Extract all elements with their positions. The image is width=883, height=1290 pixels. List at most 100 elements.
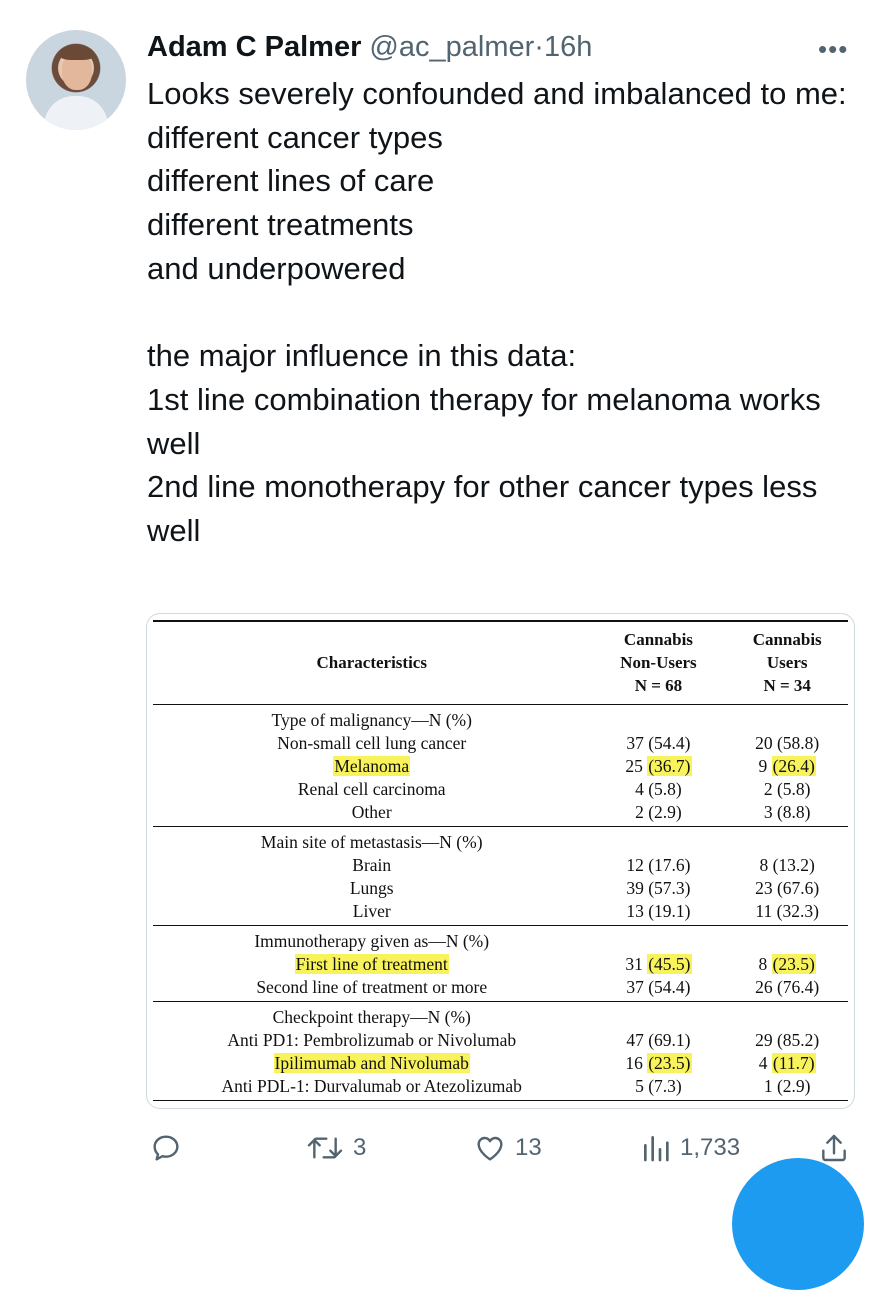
table-row: Non-small cell lung cancer 37 (54.4) 20 …	[153, 732, 848, 755]
table-row: Renal cell carcinoma 4 (5.8) 2 (5.8)	[153, 778, 848, 801]
retweet-icon	[307, 1137, 343, 1159]
users-value: 11 (32.3)	[755, 901, 819, 921]
row-label: First line of treatment	[153, 953, 590, 976]
header-users-line2: Users	[766, 653, 808, 672]
users-value: 8 (23.5)	[726, 953, 848, 976]
highlighted-percent: (26.4)	[771, 756, 816, 776]
row-label: Brain	[352, 855, 392, 875]
header-separator: ·	[534, 31, 544, 63]
row-label: Non-small cell lung cancer	[277, 733, 467, 753]
table-row: Ipilimumab and Nivolumab 16 (23.5) 4 (11…	[153, 1052, 848, 1075]
users-value: 20 (58.8)	[755, 733, 820, 753]
non-users-value: 13 (19.1)	[626, 901, 691, 921]
non-users-value: 37 (54.4)	[626, 977, 691, 997]
header-non-users-line1: Cannabis	[623, 630, 693, 649]
highlighted-percent: (36.7)	[647, 756, 692, 776]
view-count: 1,733	[680, 1134, 741, 1161]
count: 25	[625, 756, 643, 776]
count: 8	[758, 954, 768, 974]
avatar-hair	[60, 46, 94, 60]
tweet-actions-bar: 3 13 1,733	[0, 1128, 883, 1168]
row-label: Melanoma	[153, 755, 590, 778]
retweet-count: 3	[353, 1134, 367, 1161]
section-malignancy: Type of malignancy—N (%) Non-small cell …	[153, 705, 848, 827]
row-label: Anti PD1: Pembrolizumab or Nivolumab	[227, 1030, 517, 1050]
highlighted-percent: (45.5)	[647, 954, 692, 974]
table-header-row: Characteristics Cannabis Non-Users N = 6…	[153, 621, 848, 705]
highlighted-percent: (23.5)	[647, 1053, 692, 1073]
like-button[interactable]: 13	[473, 1128, 542, 1168]
author-handle[interactable]: @ac_palmer	[369, 31, 535, 63]
users-value: 9 (26.4)	[726, 755, 848, 778]
header-non-users-line2: Non-Users	[620, 653, 697, 672]
section-title: Main site of metastasis—N (%)	[260, 832, 483, 852]
table-row: Other 2 (2.9) 3 (8.8)	[153, 801, 848, 827]
count: 4	[758, 1053, 768, 1073]
reply-button[interactable]	[150, 1128, 182, 1168]
table-row: Anti PD1: Pembrolizumab or Nivolumab 47 …	[153, 1029, 848, 1052]
section-title-row: Main site of metastasis—N (%)	[153, 827, 848, 855]
users-value: 29 (85.2)	[755, 1030, 820, 1050]
non-users-value: 16 (23.5)	[590, 1052, 726, 1075]
more-options-icon[interactable]: •••	[818, 34, 849, 64]
author-name[interactable]: Adam C Palmer	[147, 31, 362, 63]
reply-icon	[153, 1135, 179, 1161]
count: 9	[758, 756, 768, 776]
row-label: Anti PDL-1: Durvalumab or Atezolizumab	[221, 1076, 522, 1096]
highlighted-label: Melanoma	[333, 756, 411, 776]
non-users-value: 31 (45.5)	[590, 953, 726, 976]
row-label: Renal cell carcinoma	[297, 779, 446, 799]
non-users-value: 25 (36.7)	[590, 755, 726, 778]
tweet-header: Adam C Palmer @ac_palmer·16h	[147, 30, 592, 64]
header-non-users: Cannabis Non-Users N = 68	[590, 621, 726, 705]
users-value: 3 (8.8)	[763, 802, 811, 822]
views-button[interactable]: 1,733	[640, 1128, 740, 1168]
header-users-line3: N = 34	[763, 676, 811, 695]
row-label: Ipilimumab and Nivolumab	[153, 1052, 590, 1075]
table-row: Second line of treatment or more 37 (54.…	[153, 976, 848, 1002]
users-value: 4 (11.7)	[726, 1052, 848, 1075]
compose-fab[interactable]	[732, 1158, 864, 1290]
row-label: Second line of treatment or more	[256, 977, 488, 997]
attached-image[interactable]: Characteristics Cannabis Non-Users N = 6…	[146, 613, 855, 1109]
highlighted-label: Ipilimumab and Nivolumab	[273, 1053, 470, 1073]
section-title-row: Immunotherapy given as—N (%)	[153, 926, 848, 954]
author-avatar[interactable]	[26, 30, 126, 130]
count: 31	[625, 954, 643, 974]
row-label: Other	[351, 802, 392, 822]
section-title: Type of malignancy—N (%)	[271, 710, 472, 730]
count: 16	[625, 1053, 643, 1073]
non-users-value: 12 (17.6)	[626, 855, 691, 875]
non-users-value: 2 (2.9)	[635, 802, 682, 822]
non-users-value: 47 (69.1)	[626, 1030, 691, 1050]
tweet-text: Looks severely confounded and imbalanced…	[147, 76, 847, 549]
highlighted-label: First line of treatment	[294, 954, 449, 974]
non-users-value: 39 (57.3)	[626, 878, 691, 898]
retweet-button[interactable]: 3	[305, 1128, 366, 1168]
users-value: 1 (2.9)	[763, 1076, 811, 1096]
characteristics-table: Characteristics Cannabis Non-Users N = 6…	[153, 620, 848, 1101]
highlighted-percent: (11.7)	[771, 1053, 816, 1073]
users-value: 23 (67.6)	[755, 878, 820, 898]
share-button[interactable]	[818, 1128, 850, 1168]
header-users: Cannabis Users N = 34	[726, 621, 848, 705]
heart-icon	[477, 1136, 503, 1161]
table-row: Anti PDL-1: Durvalumab or Atezolizumab 5…	[153, 1075, 848, 1101]
header-non-users-line3: N = 68	[634, 676, 683, 695]
highlighted-percent: (23.5)	[771, 954, 816, 974]
table-row: Melanoma 25 (36.7) 9 (26.4)	[153, 755, 848, 778]
users-value: 8 (13.2)	[759, 855, 815, 875]
section-title: Immunotherapy given as—N (%)	[254, 931, 490, 951]
section-immunotherapy: Immunotherapy given as—N (%) First line …	[153, 926, 848, 1002]
views-chart-icon	[644, 1136, 669, 1162]
non-users-value: 5 (7.3)	[635, 1076, 682, 1096]
tweet-timestamp[interactable]: 16h	[543, 31, 593, 63]
avatar-shirt	[44, 96, 108, 130]
header-characteristics: Characteristics	[316, 653, 427, 672]
section-checkpoint: Checkpoint therapy—N (%) Anti PD1: Pembr…	[153, 1002, 848, 1101]
share-icon	[822, 1134, 846, 1162]
header-users-line1: Cannabis	[752, 630, 822, 649]
section-title-row: Checkpoint therapy—N (%)	[153, 1002, 848, 1030]
row-label: Liver	[352, 901, 391, 921]
users-value: 2 (5.8)	[763, 779, 811, 799]
